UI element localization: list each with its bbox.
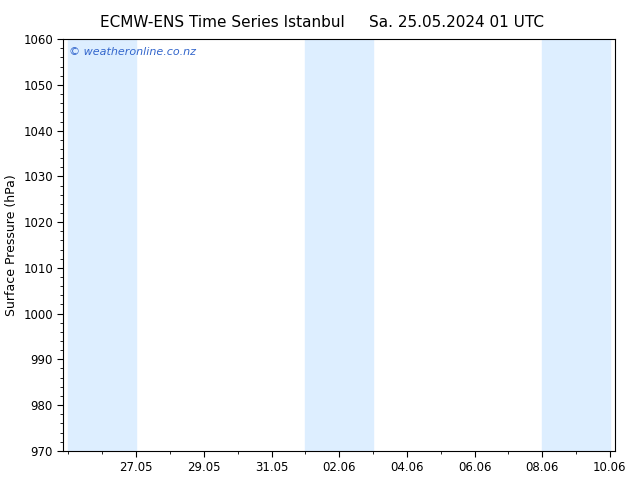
Bar	[306, 39, 373, 451]
Text: ECMW-ENS Time Series Istanbul: ECMW-ENS Time Series Istanbul	[100, 15, 344, 30]
Bar	[542, 39, 610, 451]
Text: Sa. 25.05.2024 01 UTC: Sa. 25.05.2024 01 UTC	[369, 15, 544, 30]
Bar	[68, 39, 136, 451]
Text: © weatheronline.co.nz: © weatheronline.co.nz	[69, 48, 196, 57]
Y-axis label: Surface Pressure (hPa): Surface Pressure (hPa)	[4, 174, 18, 316]
